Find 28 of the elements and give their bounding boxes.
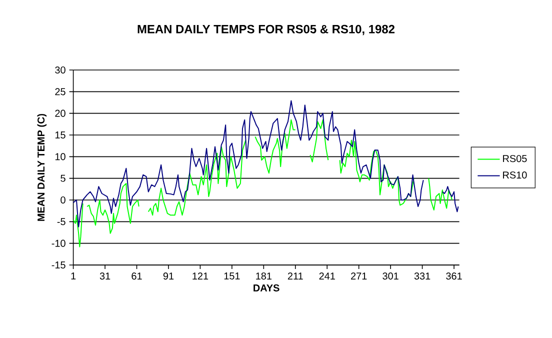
x-tick-label: 1	[71, 272, 76, 280]
legend-label: RS05	[503, 155, 527, 162]
y-tick-label: 30	[55, 66, 66, 74]
y-tick-label: 15	[55, 132, 66, 138]
y-tick-label: 5	[60, 174, 66, 182]
x-tick-label: 331	[414, 272, 430, 280]
x-axis-title: DAYS	[254, 284, 280, 292]
x-tick-label: 361	[446, 272, 462, 280]
x-tick-label: 211	[288, 272, 303, 280]
x-tick-label: 121	[192, 272, 208, 280]
x-tick-label: 31	[100, 272, 110, 280]
y-axis-title: MEAN DAILY TEMP (C)	[37, 114, 47, 221]
x-tick-label: 61	[132, 272, 142, 280]
x-tick-label: 271	[351, 272, 367, 280]
x-tick-label: 151	[224, 272, 240, 280]
y-tick-label: 25	[55, 88, 66, 96]
y-tick-label: 10	[55, 153, 66, 160]
y-tick-label: 20	[55, 110, 66, 117]
x-tick-label: 91	[163, 272, 174, 280]
x-tick-label: 241	[319, 272, 335, 280]
y-tick-label: -15	[52, 262, 66, 268]
x-tick-label: 181	[256, 272, 272, 280]
x-tick-label: 301	[382, 272, 398, 280]
y-tick-label: -5	[57, 218, 66, 226]
y-tick-label: -10	[52, 240, 66, 247]
legend-label: RS10	[503, 171, 527, 179]
chart-title: MEAN DAILY TEMPS FOR RS05 & RS10, 1982	[138, 24, 395, 36]
y-tick-label: 0	[60, 196, 66, 204]
